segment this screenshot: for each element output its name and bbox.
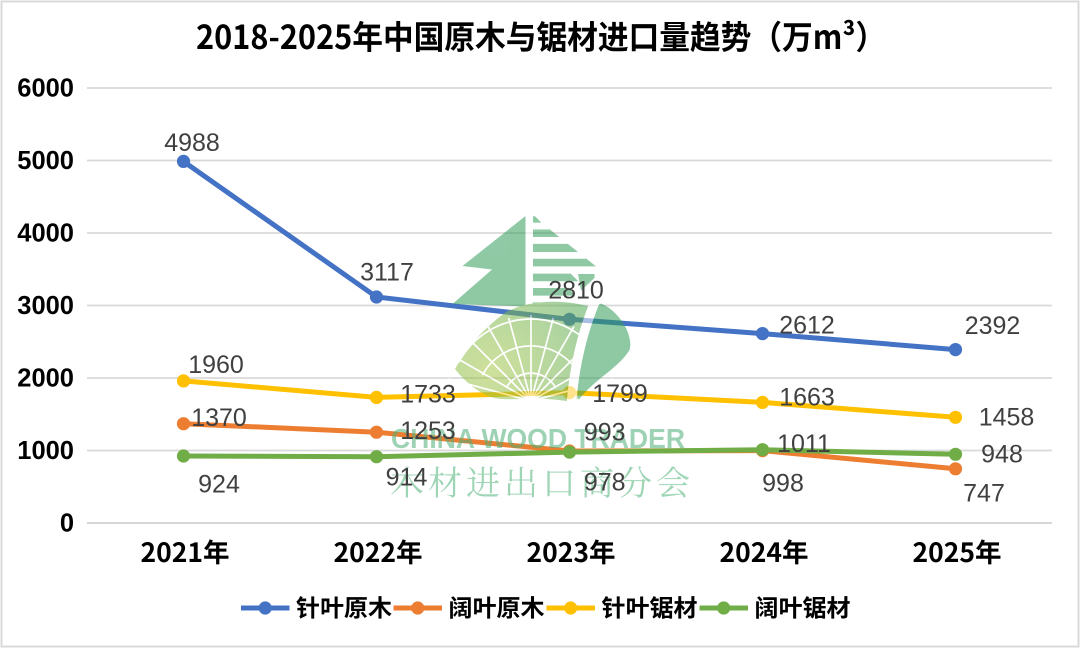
svg-text:1799: 1799 [592,380,648,408]
svg-text:6000: 6000 [17,75,74,103]
svg-text:1370: 1370 [191,404,247,432]
svg-text:914: 914 [386,464,428,492]
svg-text:5000: 5000 [17,147,74,175]
svg-text:2810: 2810 [548,277,604,305]
svg-text:1253: 1253 [400,417,456,445]
svg-text:2392: 2392 [965,312,1021,340]
svg-text:978: 978 [584,469,626,497]
svg-text:1733: 1733 [400,381,456,409]
svg-text:4000: 4000 [17,220,74,248]
svg-text:2000: 2000 [17,365,74,393]
svg-text:0: 0 [60,510,74,538]
svg-text:993: 993 [584,419,626,447]
svg-text:1458: 1458 [979,404,1035,432]
svg-text:998: 998 [762,470,804,498]
svg-text:1000: 1000 [17,437,74,465]
svg-text:948: 948 [981,441,1023,469]
svg-text:1960: 1960 [188,351,244,379]
svg-text:924: 924 [198,471,240,499]
svg-text:CHINA WOOD TRADER: CHINA WOOD TRADER [391,423,685,454]
svg-text:3000: 3000 [17,292,74,320]
svg-text:3117: 3117 [360,259,414,287]
svg-text:747: 747 [963,480,1005,508]
svg-text:1011: 1011 [777,430,831,458]
svg-text:2612: 2612 [779,312,835,340]
svg-text:4988: 4988 [164,129,220,157]
svg-text:1663: 1663 [779,384,835,412]
